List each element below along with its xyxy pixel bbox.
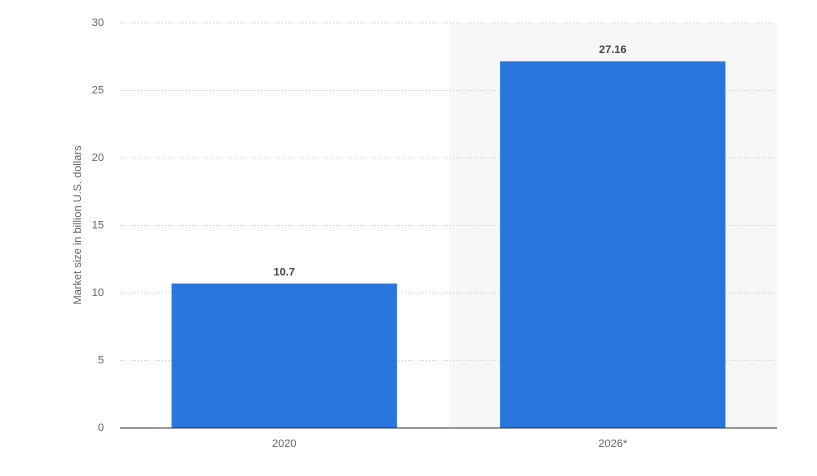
y-tick-label: 30 [92,17,104,29]
y-tick-label: 20 [92,152,104,164]
value-label: 10.7 [274,266,295,278]
y-axis-label: Market size in billion U.S. dollars [72,145,84,304]
y-tick-label: 15 [92,219,104,231]
value-label: 27.16 [599,44,627,56]
y-tick-label: 10 [92,287,104,299]
bar [500,61,726,429]
x-tick-label: 2020 [272,438,296,450]
y-tick-label: 5 [98,354,104,366]
x-tick-label: 2026* [598,438,627,450]
y-tick-label: 25 [92,84,104,96]
bar [171,283,397,428]
y-tick-label: 0 [98,422,104,434]
